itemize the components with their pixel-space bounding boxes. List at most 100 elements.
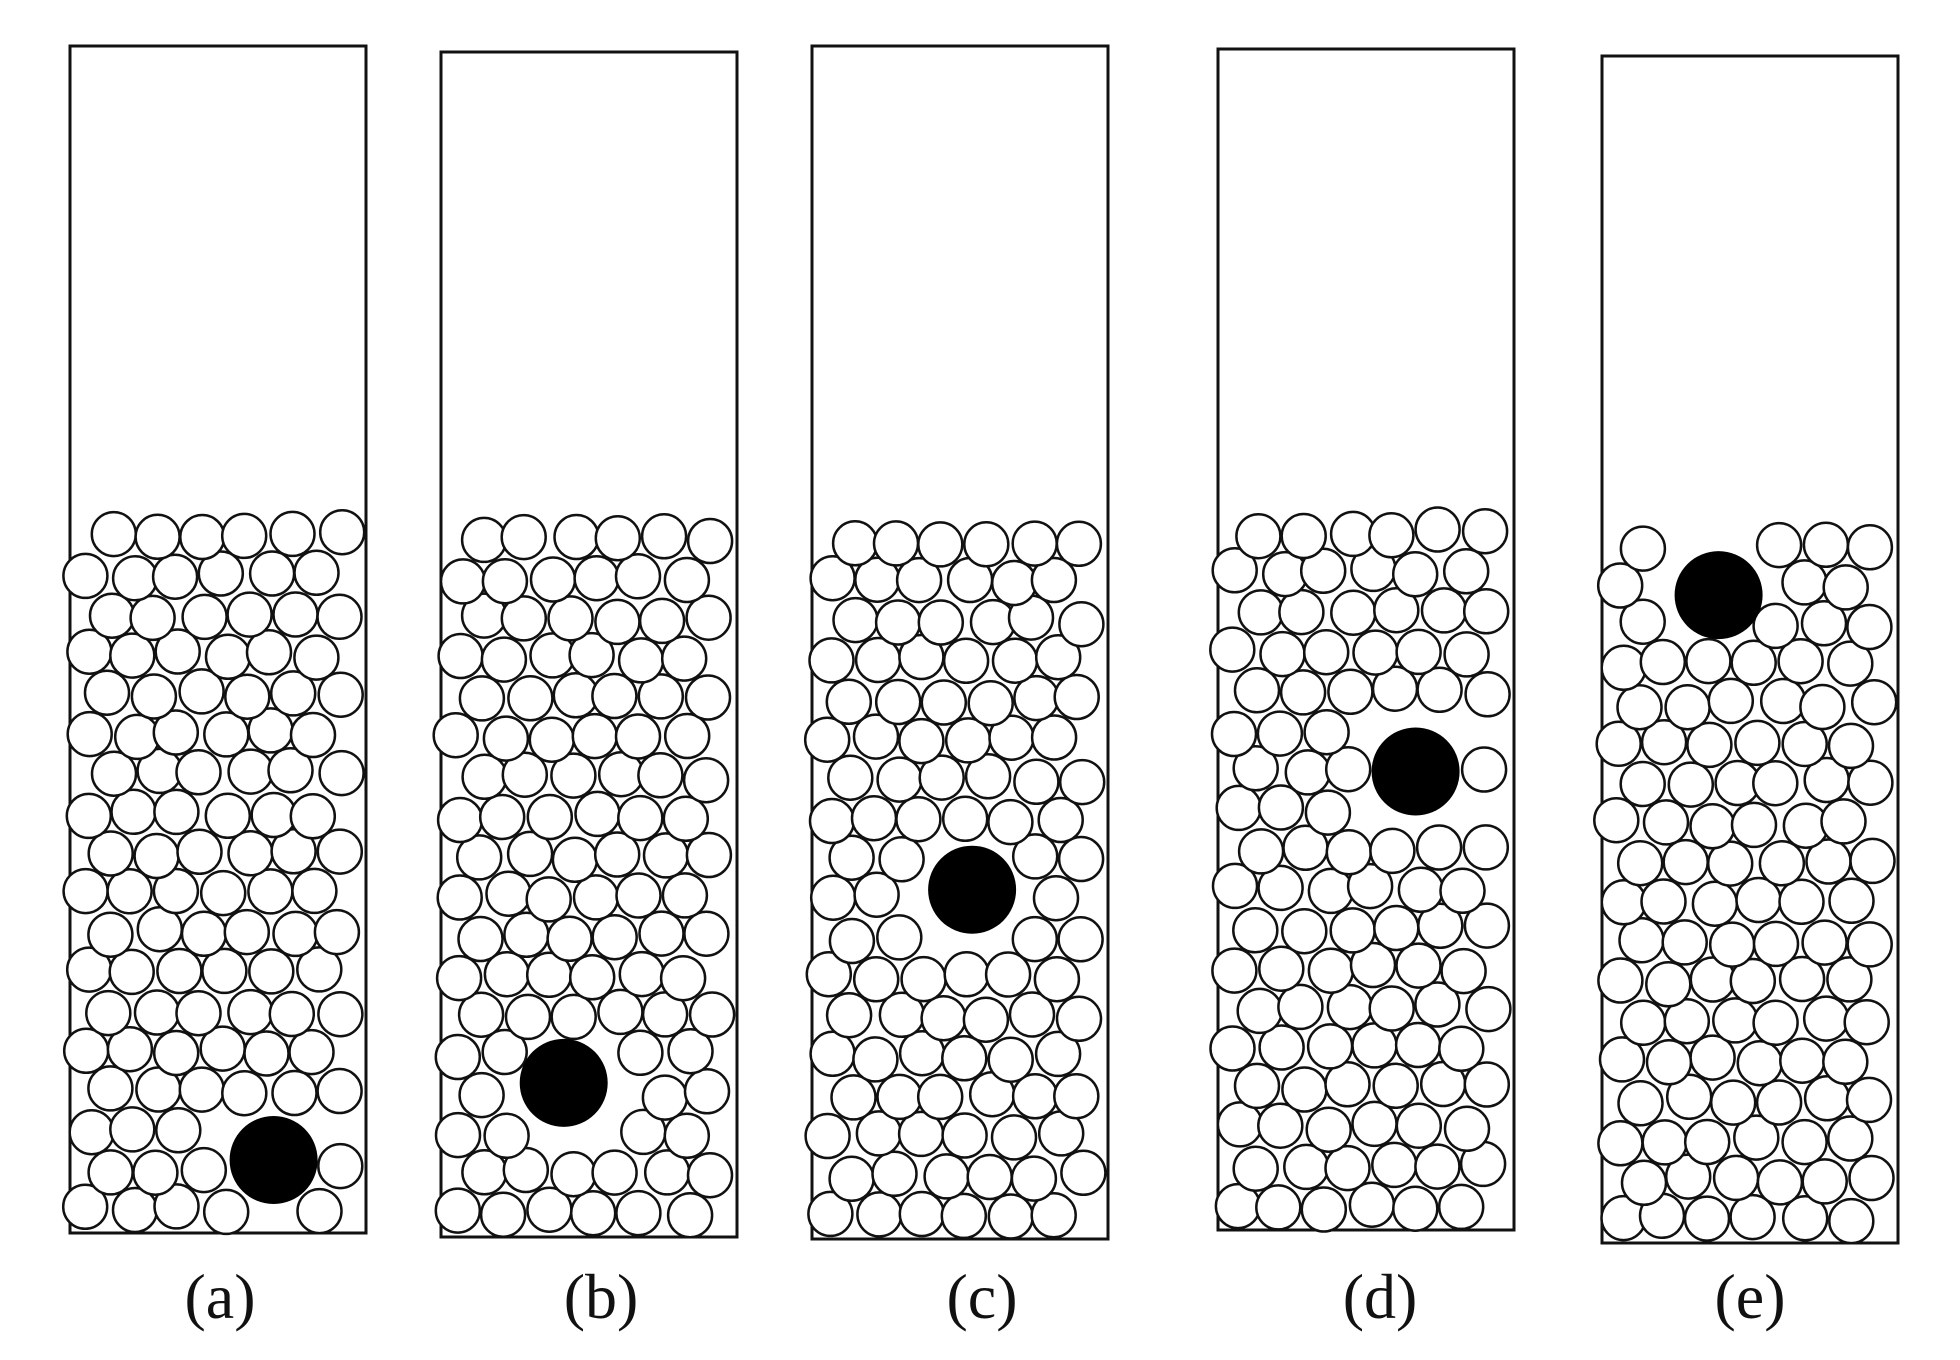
small-disk [271, 1069, 318, 1117]
small-disk [458, 675, 506, 722]
small-disk [667, 1027, 714, 1075]
small-disk [1661, 919, 1708, 966]
panel-label-c: (c) [946, 1261, 1017, 1332]
small-disk [1013, 758, 1060, 806]
small-disk [990, 1114, 1038, 1161]
small-disk [1257, 784, 1305, 831]
small-disk [941, 795, 989, 843]
small-disk [478, 793, 526, 841]
small-disk [1801, 1158, 1848, 1205]
small-disk [805, 950, 853, 998]
small-disk [1233, 1062, 1281, 1110]
small-disk [941, 1035, 988, 1082]
small-disk [1211, 547, 1258, 594]
small-disk [1827, 722, 1875, 770]
small-disk [984, 951, 1032, 998]
small-disk [293, 634, 340, 681]
intruder-disk [1674, 551, 1763, 640]
small-disk [987, 1193, 1035, 1240]
small-disk [1462, 824, 1510, 871]
small-disk [313, 908, 361, 956]
small-disk [1752, 602, 1799, 650]
small-disk [827, 754, 874, 801]
small-disk [1011, 833, 1059, 880]
small-disk [900, 955, 947, 1003]
small-disk [1619, 598, 1666, 645]
small-disk [1686, 721, 1733, 769]
small-disk [1597, 957, 1644, 1004]
small-disk [803, 716, 851, 763]
small-disk [1258, 1024, 1305, 1071]
small-disk [573, 554, 620, 602]
small-disk [272, 591, 319, 638]
small-disk [1820, 798, 1867, 845]
small-disk [1595, 720, 1642, 768]
small-disk [482, 715, 530, 762]
small-disk [1034, 633, 1082, 681]
small-disk [918, 754, 965, 801]
small-disk [1442, 548, 1490, 595]
small-disk [1827, 640, 1874, 687]
small-disk [68, 1108, 115, 1156]
small-disk [1304, 789, 1352, 836]
small-disk [1777, 637, 1824, 685]
small-disk [853, 871, 900, 918]
small-disk [201, 947, 248, 995]
panel-label-e: (e) [1714, 1261, 1785, 1332]
small-disk [152, 1029, 200, 1077]
small-disk [1351, 1100, 1398, 1148]
small-disk [269, 670, 317, 717]
small-disk [1373, 904, 1420, 952]
small-disk [1729, 1193, 1776, 1241]
small-disk [617, 794, 664, 842]
small-disk [154, 628, 201, 675]
small-disk [525, 876, 572, 923]
small-disk [65, 792, 113, 840]
small-disk [461, 753, 508, 801]
small-disk [990, 559, 1038, 607]
small-disk [434, 1111, 482, 1159]
small-disk [1259, 630, 1306, 678]
small-disk [1058, 758, 1106, 806]
small-disk [1463, 1061, 1511, 1108]
small-disk [1845, 1076, 1893, 1124]
small-disk [663, 712, 711, 760]
small-disk [1645, 1039, 1693, 1086]
small-disk [1828, 1197, 1875, 1245]
small-disk [83, 669, 131, 716]
small-disk [874, 599, 922, 646]
small-disk [1683, 1195, 1731, 1242]
small-disk [435, 954, 483, 1002]
small-disk [591, 913, 638, 961]
small-disk [1279, 669, 1327, 716]
small-disk [106, 868, 153, 915]
small-disk [876, 756, 923, 803]
small-disk [87, 830, 134, 877]
small-disk [1689, 1034, 1736, 1081]
intruder-disk [229, 1116, 318, 1204]
small-disk [1030, 714, 1078, 761]
small-disk [1800, 600, 1848, 647]
small-disk [1372, 1062, 1419, 1110]
small-disk [828, 917, 876, 965]
small-disk [289, 711, 337, 759]
small-disk [940, 1192, 988, 1240]
small-disk [1438, 1025, 1485, 1073]
small-disk [1280, 512, 1327, 560]
small-disk [684, 674, 732, 721]
small-disk [1258, 945, 1305, 992]
small-disk [483, 1112, 530, 1160]
small-disk [1664, 683, 1711, 731]
small-disk [686, 1151, 734, 1199]
small-disk [923, 1153, 970, 1200]
small-disk [1324, 1144, 1371, 1192]
small-disk [1330, 589, 1377, 637]
small-disk [808, 637, 855, 684]
small-disk [1645, 961, 1692, 1008]
small-disk [872, 520, 920, 567]
small-disk [809, 874, 857, 921]
small-disk [1232, 1145, 1279, 1192]
small-disk [1235, 512, 1282, 560]
small-disk [640, 513, 688, 560]
